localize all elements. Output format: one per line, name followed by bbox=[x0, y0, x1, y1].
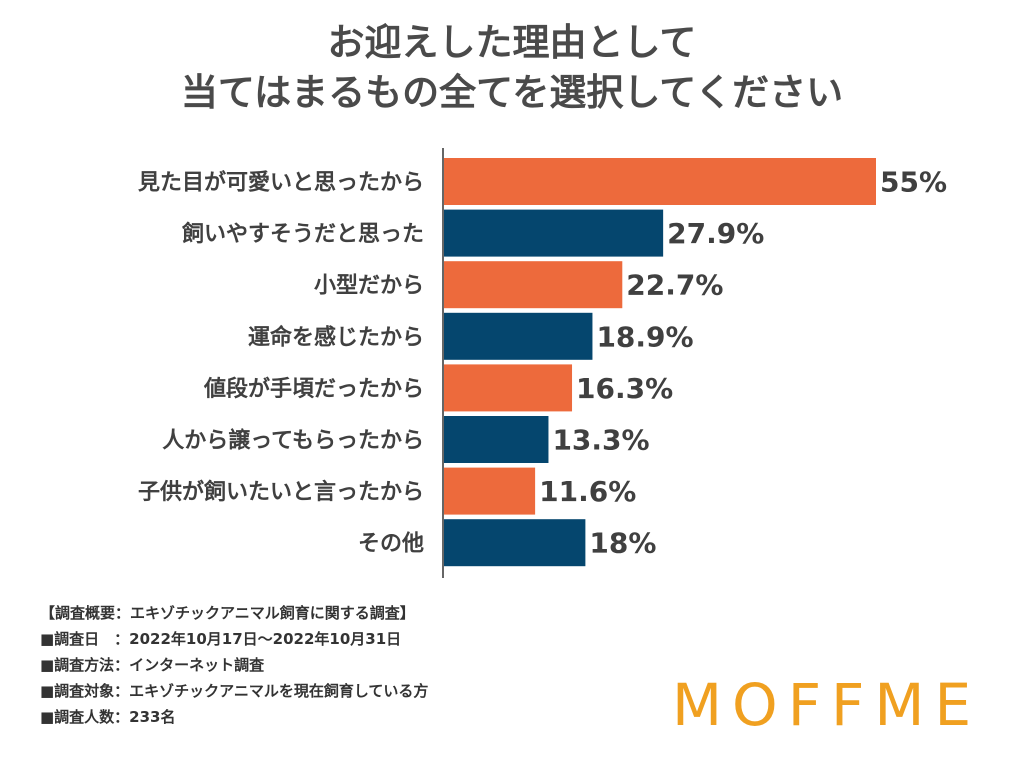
category-label-4: 運命を感じたから bbox=[248, 324, 424, 350]
value-label-6: 13.3% bbox=[552, 424, 649, 457]
category-label-7: 子供が飼いたいと言ったから bbox=[138, 479, 424, 505]
value-label-7: 11.6% bbox=[539, 475, 636, 508]
survey-sample-size: ■調査人数：233名 bbox=[40, 708, 176, 726]
value-label-4: 18.9% bbox=[596, 320, 693, 353]
value-label-1: 55% bbox=[880, 166, 947, 199]
survey-date: ■調査日 ：2022年10月17日〜2022年10月31日 bbox=[40, 630, 402, 648]
survey-notes: 【調査概要：エキゾチックアニマル飼育に関する調査】 ■調査日 ：2022年10月… bbox=[40, 600, 428, 730]
value-label-5: 16.3% bbox=[576, 372, 673, 405]
chart-title-line2: 当てはまるもの全てを選択してください bbox=[180, 71, 844, 114]
bar-6 bbox=[444, 416, 549, 463]
bar-4 bbox=[444, 312, 593, 360]
category-label-8: その他 bbox=[358, 532, 424, 557]
value-label-8: 18% bbox=[589, 527, 656, 560]
category-label-3: 小型だから bbox=[314, 274, 424, 299]
bar-7 bbox=[444, 467, 536, 515]
bar-1 bbox=[444, 158, 876, 205]
bar-8 bbox=[444, 519, 586, 567]
bar-5 bbox=[444, 364, 573, 412]
chart-title-line1: お迎えした理由として bbox=[327, 21, 697, 64]
category-label-1: 見た目が可愛いと思ったから bbox=[138, 170, 424, 196]
survey-method: ■調査方法：インターネット調査 bbox=[40, 656, 265, 674]
bar-chart: 見た目が可愛いと思ったから 55% 飼いやすそうだと思った 27.9% 小型だから 22.… bbox=[138, 148, 947, 578]
bar-2 bbox=[444, 209, 664, 257]
category-label-2: 飼いやすそうだと思った bbox=[181, 221, 424, 247]
bars-group: 見た目が可愛いと思ったから 55% 飼いやすそうだと思った 27.9% 小型だから 22.… bbox=[138, 158, 947, 567]
moffme-logo: MOFFME bbox=[672, 671, 982, 739]
category-label-5: 値段が手頃だったから bbox=[203, 376, 424, 402]
survey-notes-heading: 【調査概要：エキゾチックアニマル飼育に関する調査】 bbox=[40, 604, 415, 622]
survey-target: ■調査対象：エキゾチックアニマルを現在飼育している方 bbox=[40, 682, 429, 700]
chart-title: お迎えした理由として 当てはまるもの全てを選択してください bbox=[0, 18, 1024, 118]
category-label-6: 人から譲ってもらったから bbox=[162, 428, 424, 454]
value-label-2: 27.9% bbox=[667, 217, 764, 250]
value-label-3: 22.7% bbox=[626, 269, 723, 302]
bar-3 bbox=[444, 261, 623, 309]
